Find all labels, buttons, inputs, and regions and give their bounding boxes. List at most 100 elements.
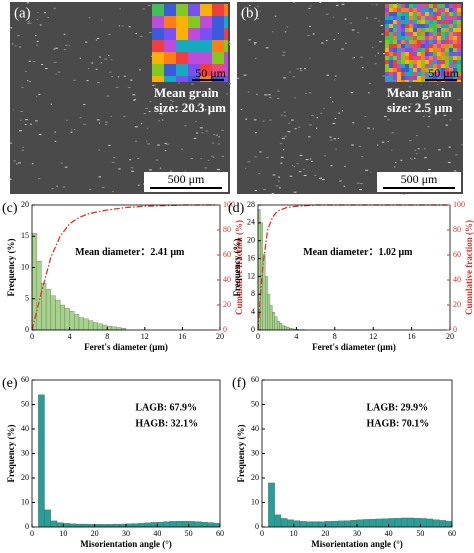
- micrograph-speck: [332, 123, 336, 125]
- ebsd-grain: [425, 52, 429, 56]
- ebsd-grain: [409, 12, 413, 16]
- ebsd-grain: [397, 60, 401, 64]
- ebsd-grain: [405, 72, 409, 76]
- ebsd-grain: [389, 24, 393, 28]
- micrograph-speck: [254, 190, 258, 192]
- ebsd-grain: [389, 48, 393, 52]
- micrograph-speck: [272, 174, 276, 176]
- micrograph-speck: [374, 63, 377, 65]
- ebsd-grain: [457, 16, 461, 20]
- annotation: HAGB: 32.1%: [135, 418, 198, 429]
- ebsd-grain: [449, 64, 453, 68]
- ebsd-grain: [393, 36, 397, 40]
- micrograph-speck: [117, 76, 120, 78]
- ebsd-grain: [397, 68, 401, 72]
- micrograph-speck: [298, 171, 302, 173]
- ebsd-grain: [413, 76, 417, 80]
- ebsd-grain: [453, 4, 457, 8]
- annotation: Mean diameter：2.41 μm: [75, 247, 185, 258]
- histogram-bar: [69, 311, 75, 331]
- micrograph-speck: [294, 97, 296, 99]
- grain-caption: size: 20.3 μm: [154, 100, 226, 115]
- micrograph-speck: [378, 20, 380, 22]
- y-tick-label: 0: [25, 325, 29, 334]
- histogram-bar: [64, 307, 70, 331]
- micrograph-speck: [35, 120, 38, 122]
- micrograph-speck: [36, 19, 39, 21]
- micrograph-speck: [257, 5, 260, 7]
- ebsd-grain: [421, 64, 425, 68]
- x-tick-label: 20: [321, 529, 329, 538]
- ebsd-grain: [389, 40, 393, 44]
- micrograph-speck: [22, 146, 24, 148]
- micrograph-speck: [195, 120, 197, 122]
- ebsd-grain: [437, 48, 441, 52]
- x-axis-label: Feret's diameter (μm): [84, 342, 168, 352]
- ebsd-grain: [409, 28, 413, 32]
- micrograph-speck: [329, 139, 333, 141]
- micrograph-speck: [118, 25, 120, 27]
- ebsd-grain: [152, 76, 164, 82]
- ebsd-grain: [401, 20, 405, 24]
- ebsd-grain: [453, 24, 457, 28]
- ebsd-grain: [433, 44, 437, 48]
- ebsd-grain: [445, 56, 449, 60]
- ebsd-grain: [397, 76, 401, 80]
- micrograph-speck: [143, 112, 147, 114]
- micrograph-speck: [149, 169, 152, 171]
- histogram-bar: [44, 509, 51, 528]
- micrograph-speck: [44, 12, 47, 14]
- micrograph-speck: [148, 110, 151, 112]
- micrograph-speck: [245, 167, 247, 169]
- ebsd-grain: [441, 60, 445, 64]
- ebsd-grain: [413, 60, 417, 64]
- y2-tick-label: 40: [223, 275, 231, 284]
- ebsd-grain: [457, 32, 461, 36]
- ebsd-grain: [393, 20, 397, 24]
- micrograph-speck: [11, 43, 14, 45]
- ebsd-grain: [417, 56, 421, 60]
- histogram-bar: [75, 523, 83, 528]
- ebsd-grain: [441, 20, 445, 24]
- micrograph-speck: [127, 87, 131, 89]
- histogram-bar: [382, 518, 389, 528]
- ebsd-grain: [425, 76, 429, 80]
- ebsd-grain: [405, 48, 409, 52]
- ebsd-grain: [449, 4, 453, 8]
- ebsd-grain: [445, 60, 449, 64]
- ebsd-grain: [429, 60, 433, 64]
- panel-label: (c): [2, 201, 18, 216]
- ebsd-grain: [441, 44, 445, 48]
- micrograph-speck: [296, 163, 299, 165]
- micrograph-speck: [139, 69, 141, 71]
- histogram-bar: [144, 522, 152, 528]
- ebsd-grain: [437, 76, 441, 80]
- ebsd-grain: [413, 20, 417, 24]
- ebsd-grain: [445, 44, 449, 48]
- histogram-bar: [182, 520, 189, 528]
- micrograph-speck: [379, 41, 382, 43]
- ebsd-grain: [441, 64, 445, 68]
- micrograph-speck: [63, 33, 66, 35]
- y2-axis-label: Cumulative fraction (%): [234, 220, 244, 315]
- x-tick-label: 30: [353, 529, 361, 538]
- ebsd-grain: [385, 20, 389, 24]
- ebsd-grain: [429, 4, 433, 8]
- ebsd-grain: [409, 32, 413, 36]
- micrograph-speck: [96, 119, 100, 121]
- ebsd-grain: [409, 20, 413, 24]
- ebsd-grain: [413, 44, 417, 48]
- histogram-bar: [439, 520, 446, 528]
- ebsd-grain: [393, 28, 397, 32]
- ebsd-grain: [421, 36, 425, 40]
- ebsd-grain: [441, 24, 445, 28]
- ebsd-grain: [401, 28, 405, 32]
- ebsd-grain: [385, 36, 389, 40]
- micrograph-speck: [282, 54, 286, 56]
- micrograph-speck: [368, 82, 371, 84]
- micrograph-speck: [337, 32, 339, 34]
- micrograph-speck: [284, 135, 287, 137]
- x-tick-label: 4: [68, 332, 72, 341]
- micrograph-speck: [330, 97, 332, 99]
- ebsd-grain: [397, 8, 401, 12]
